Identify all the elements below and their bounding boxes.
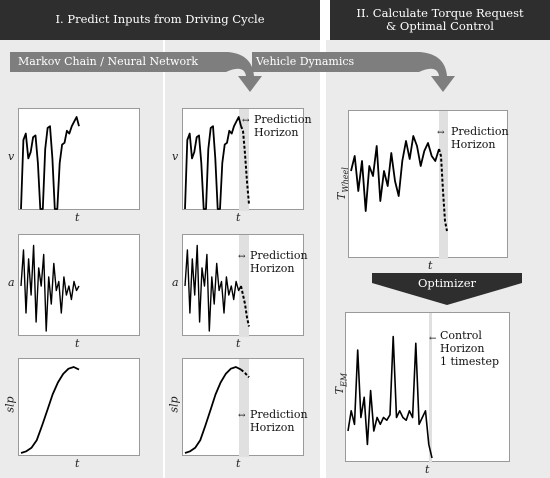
optimizer-arrow-shape <box>372 273 522 305</box>
predicted-speed-xlabel: t <box>236 211 241 224</box>
torque-title-line1: II. Calculate Torque Request <box>356 6 524 20</box>
em-torque-xlabel: t <box>425 463 430 476</box>
predict-header: I. Predict Inputs from Driving Cycle <box>0 0 320 40</box>
history-speed-line <box>20 116 80 210</box>
predicted-slope-history-line <box>184 366 242 454</box>
em-torque-ylabel: TEM <box>333 373 348 394</box>
history-slope-xlabel: t <box>75 457 80 470</box>
wheel-torque-history-line <box>350 135 440 212</box>
history-slope-ylabel: slp <box>3 396 17 413</box>
accel-horizon-label-1: Prediction <box>250 249 308 262</box>
markov-label: Markov Chain / Neural Network <box>18 55 199 68</box>
predicted-slope-svg <box>184 359 250 457</box>
history-accel-xlabel: t <box>75 337 80 350</box>
predicted-slope-forecast-line <box>240 368 250 378</box>
wheel-horizon-label-2: Horizon <box>451 138 496 151</box>
em-torque-svg <box>347 313 433 463</box>
slope-horizon-label-2: Horizon <box>250 421 295 434</box>
predicted-accel-plot <box>182 234 304 337</box>
accel-horizon-arrow: ↔ <box>238 252 246 262</box>
history-speed-ylabel: v <box>8 150 15 163</box>
vehicle-arrow-shape <box>392 52 455 92</box>
predicted-slope-xlabel: t <box>236 457 241 470</box>
control-timestep-label: 1 timestep <box>440 355 499 368</box>
wheel-torque-plot <box>348 110 508 259</box>
history-slope-svg <box>20 366 80 454</box>
predicted-accel-horizon-band <box>239 235 249 337</box>
predicted-accel-forecast-line <box>240 285 250 327</box>
history-slope-line <box>20 366 80 454</box>
history-accel-line <box>20 244 80 332</box>
predicted-accel-ylabel: a <box>172 276 179 289</box>
control-horizon-label: Horizon <box>440 342 485 355</box>
predict-title: I. Predict Inputs from Driving Cycle <box>55 12 265 26</box>
control-label: Control <box>440 329 482 342</box>
em-torque-line <box>347 335 433 459</box>
slope-horizon-label-1: Prediction <box>250 408 308 421</box>
predicted-speed-ylabel: v <box>172 150 179 163</box>
markov-arrow-shape <box>190 52 262 92</box>
speed-horizon-arrow: ↔ <box>242 116 250 126</box>
predicted-speed-plot <box>182 108 304 211</box>
predicted-accel-history-line <box>184 244 242 332</box>
speed-horizon-label-2: Horizon <box>254 126 299 139</box>
wheel-torque-xlabel: t <box>428 259 433 272</box>
optimizer-label: Optimizer <box>417 276 477 290</box>
markov-flow-bar: Markov Chain / Neural Network <box>10 52 198 72</box>
wheel-torque-ylabel-sub: Wheel <box>340 167 350 193</box>
wheel-torque-svg <box>350 111 448 259</box>
history-slope-plot <box>18 358 140 456</box>
history-accel-ylabel: a <box>8 276 15 289</box>
predicted-slope-horizon-band <box>239 359 249 457</box>
optimizer-arrow-svg <box>372 273 522 305</box>
wheel-torque-ylabel-main: T <box>334 192 348 200</box>
vehicle-flow-bar: Vehicle Dynamics <box>252 52 402 72</box>
control-horizon-arrow: ← <box>429 334 437 344</box>
wheel-horizon-label-1: Prediction <box>451 125 509 138</box>
em-torque-ylabel-sub: EM <box>339 372 349 387</box>
history-speed-plot <box>18 108 140 210</box>
predicted-speed-history-line <box>184 116 242 210</box>
history-accel-plot <box>18 234 140 336</box>
em-torque-control-band <box>429 313 432 463</box>
accel-horizon-label-2: Horizon <box>250 262 295 275</box>
slope-horizon-arrow: ↔ <box>238 411 246 421</box>
predicted-slope-ylabel: slp <box>167 396 181 413</box>
torque-title-line2: & Optimal Control <box>386 19 494 33</box>
predicted-accel-svg <box>184 235 250 337</box>
wheel-torque-forecast-line <box>438 148 448 232</box>
predicted-accel-xlabel: t <box>236 337 241 350</box>
speed-horizon-label-1: Prediction <box>254 113 312 126</box>
predicted-speed-horizon-band <box>239 109 249 211</box>
predicted-slope-plot <box>182 358 304 457</box>
history-accel-svg <box>20 244 80 332</box>
wheel-torque-ylabel: TWheel <box>335 167 350 200</box>
wheel-horizon-arrow: ↔ <box>437 128 445 138</box>
vehicle-label: Vehicle Dynamics <box>256 55 355 68</box>
optimizer-arrow: Optimizer <box>372 273 522 305</box>
em-torque-plot <box>345 312 510 463</box>
history-speed-xlabel: t <box>75 211 80 224</box>
history-speed-svg <box>20 116 80 210</box>
torque-header: II. Calculate Torque Request & Optimal C… <box>330 0 550 40</box>
em-torque-ylabel-main: T <box>333 386 347 395</box>
predicted-speed-svg <box>184 109 250 211</box>
